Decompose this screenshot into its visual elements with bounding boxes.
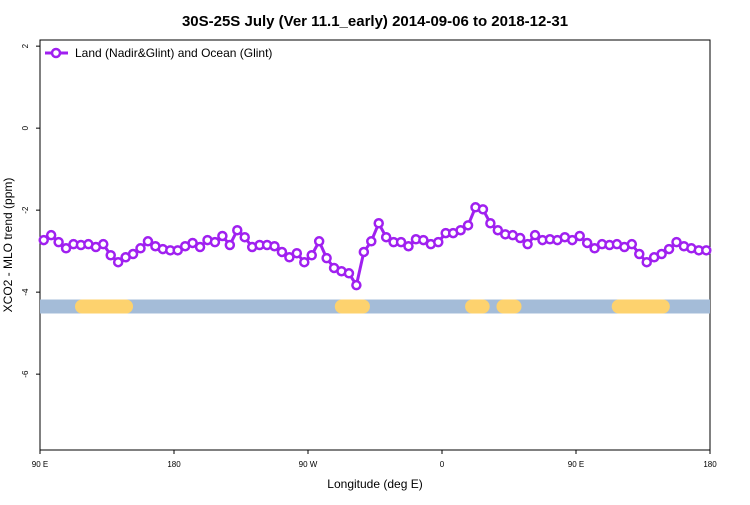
data-point xyxy=(403,240,414,252)
data-point xyxy=(656,248,667,260)
data-point xyxy=(112,256,124,268)
data-point xyxy=(462,220,474,231)
data-point xyxy=(395,236,407,248)
data-point xyxy=(172,245,183,256)
data-point xyxy=(313,236,325,247)
data-point xyxy=(701,245,712,256)
data-point xyxy=(276,246,288,258)
data-point xyxy=(514,232,526,244)
data-point xyxy=(187,237,198,249)
data-point xyxy=(38,234,49,246)
x-tick-label: 90 W xyxy=(299,460,318,469)
data-point xyxy=(343,268,355,279)
data-point xyxy=(358,246,370,258)
data-point xyxy=(284,252,295,263)
data-point xyxy=(485,218,496,229)
data-point xyxy=(418,234,429,246)
data-point xyxy=(634,248,645,260)
data-point xyxy=(142,236,154,247)
data-point xyxy=(522,238,533,250)
data-point xyxy=(663,243,675,255)
data-point xyxy=(127,248,139,260)
y-tick-label: -6 xyxy=(21,370,30,378)
data-point xyxy=(581,237,593,249)
data-point xyxy=(477,204,489,215)
data-point xyxy=(373,218,384,229)
data-point xyxy=(98,238,109,250)
data-point xyxy=(380,231,392,243)
chart-title: 30S-25S July (Ver 11.1_early) 2014-09-06… xyxy=(182,13,568,30)
data-point xyxy=(626,238,638,250)
x-tick-label: 0 xyxy=(440,460,445,469)
data-point xyxy=(217,230,228,242)
data-point xyxy=(567,234,578,246)
legend-marker xyxy=(50,47,62,59)
data-point xyxy=(589,243,600,254)
data-point xyxy=(433,236,444,248)
data-point xyxy=(45,229,57,241)
data-point xyxy=(574,230,585,242)
y-tick-label: -4 xyxy=(21,288,30,296)
data-point xyxy=(492,224,504,236)
data-point xyxy=(105,250,116,261)
plot-frame xyxy=(39,39,711,451)
data-point xyxy=(232,224,243,236)
data-point xyxy=(455,224,466,236)
data-point xyxy=(641,256,652,268)
data-point xyxy=(53,236,64,248)
y-tick-label: 2 xyxy=(21,43,30,48)
data-point xyxy=(269,240,280,252)
y-tick-label: 0 xyxy=(21,125,30,130)
data-point xyxy=(366,236,377,247)
data-point xyxy=(239,231,250,243)
y-tick-label: -2 xyxy=(21,206,30,214)
data-point xyxy=(60,243,72,254)
x-axis-label: Longitude (deg E) xyxy=(327,477,422,491)
data-point xyxy=(194,241,206,253)
data-point xyxy=(224,239,236,251)
data-point xyxy=(135,243,146,254)
data-point xyxy=(299,256,310,268)
data-point xyxy=(671,236,682,248)
x-tick-label: 180 xyxy=(703,460,717,469)
legend-label: Land (Nadir&Glint) and Ocean (Glint) xyxy=(75,46,272,60)
data-point xyxy=(291,247,303,259)
x-tick-label: 180 xyxy=(167,460,181,469)
data-point xyxy=(529,229,541,241)
data-point xyxy=(306,250,317,261)
x-tick-label: 90 E xyxy=(568,460,584,469)
y-axis-label: XCO2 - MLO trend (ppm) xyxy=(1,178,15,313)
data-point xyxy=(209,236,221,248)
data-point xyxy=(321,252,332,264)
data-point xyxy=(351,279,362,291)
x-tick-label: 90 E xyxy=(32,460,48,469)
